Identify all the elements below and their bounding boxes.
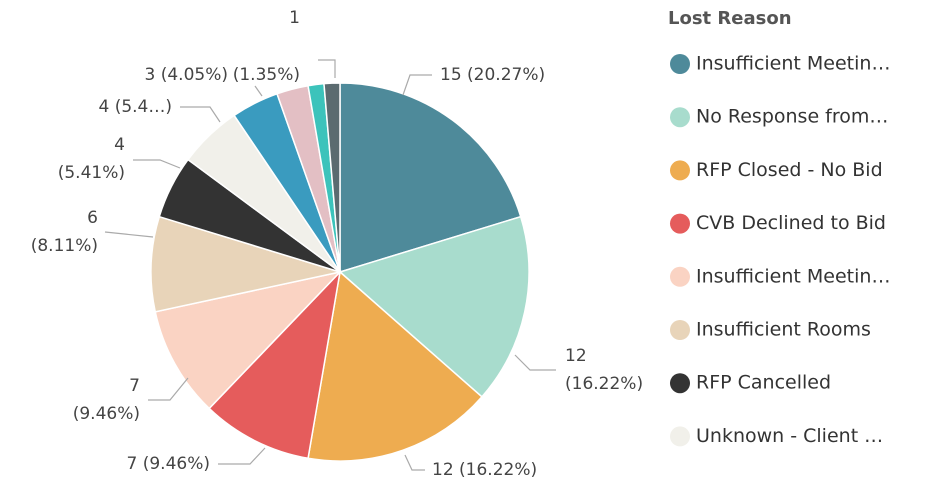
legend-title: Lost Reason xyxy=(668,8,792,29)
leader-line xyxy=(404,454,425,471)
pie-slice xyxy=(307,270,483,462)
leader-line xyxy=(318,59,336,78)
data-label: 1 (1.35%) xyxy=(233,8,300,85)
pie-slice xyxy=(150,215,343,313)
legend-label: Insufficient Meetin… xyxy=(696,265,890,287)
legend-swatch xyxy=(670,266,690,287)
data-label: 4 (5.4…) xyxy=(98,97,172,117)
pie-slice xyxy=(208,269,342,460)
data-label: 3 (4.05%) xyxy=(145,65,229,85)
pie-slice xyxy=(154,270,343,410)
legend-swatch xyxy=(670,213,690,234)
legend-swatch xyxy=(670,320,690,340)
data-label: 4 (5.41%) xyxy=(58,135,125,183)
leader-line xyxy=(514,354,556,371)
leader-line xyxy=(104,231,154,238)
legend-swatch xyxy=(670,54,690,74)
legend-swatch xyxy=(670,373,690,394)
pie-slice xyxy=(339,82,522,274)
leader-line xyxy=(133,159,181,169)
legend-label: No Response from… xyxy=(696,106,888,128)
legend-swatch xyxy=(670,160,690,181)
legend-label: RFP Cancelled xyxy=(696,372,831,394)
legend-swatch xyxy=(670,107,690,128)
data-label: 6 (8.11%) xyxy=(31,208,98,256)
legend-label: RFP Closed - No Bid xyxy=(696,159,883,181)
leader-line xyxy=(180,106,221,123)
pie-slice xyxy=(323,82,341,273)
data-label: 12 (16.22%) xyxy=(565,346,643,394)
data-label: 15 (20.27%) xyxy=(440,65,545,85)
data-label: 7 (9.46%) xyxy=(127,454,211,474)
data-label: 12 (16.22%) xyxy=(432,460,537,480)
leader-line xyxy=(148,377,189,401)
leader-line xyxy=(218,447,266,465)
leader-line xyxy=(254,85,263,97)
legend-label: Insufficient Rooms xyxy=(696,319,871,341)
legend-label: Insufficient Meetin… xyxy=(696,53,890,75)
pie-slice xyxy=(338,215,530,398)
legend-swatch xyxy=(670,426,690,447)
data-label: 7 (9.46%) xyxy=(73,376,140,424)
legend-label: Unknown - Client … xyxy=(696,425,883,447)
leader-line xyxy=(402,74,432,96)
legend-label: CVB Declined to Bid xyxy=(696,212,886,234)
